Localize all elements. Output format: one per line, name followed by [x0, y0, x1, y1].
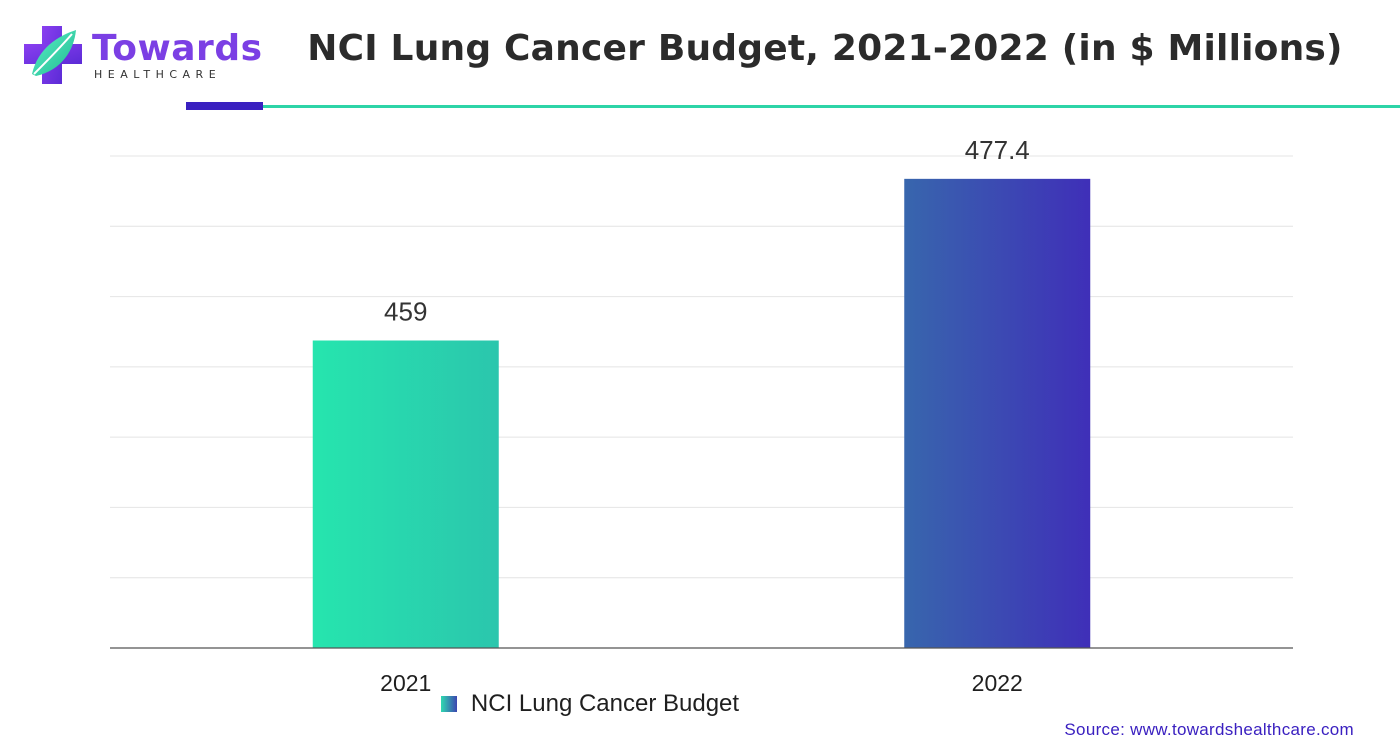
- data-label-2022: 477.4: [965, 135, 1030, 165]
- data-label-2021: 459: [384, 297, 427, 327]
- bar-2022: [904, 178, 1091, 649]
- header-divider: [262, 105, 1400, 108]
- legend-swatch: [440, 696, 457, 712]
- legend: NCI Lung Cancer Budget: [0, 690, 1400, 719]
- brand-tagline: HEALTHCARE: [94, 68, 222, 81]
- medical-cross-icon: [24, 26, 82, 84]
- brand-name: Towards: [92, 28, 263, 69]
- source-credit: Source: www.towardshealthcare.com: [1064, 720, 1354, 739]
- data-labels: 459 477.4: [384, 135, 1030, 327]
- x-tick-2022: 2022: [972, 670, 1023, 696]
- legend-label: NCI Lung Cancer Budget: [470, 690, 740, 717]
- bars: [312, 178, 1091, 649]
- x-tick-2021: 2021: [380, 670, 431, 696]
- gridlines: [110, 155, 1293, 579]
- bar-2021: [312, 340, 499, 648]
- x-tick-labels: 2021 2022: [380, 670, 1023, 696]
- chart-title: NCI Lung Cancer Budget, 2021-2022 (in $ …: [307, 28, 1343, 69]
- header-divider-accent: [186, 102, 263, 110]
- brand-logo: Towards HEALTHCARE: [22, 24, 262, 86]
